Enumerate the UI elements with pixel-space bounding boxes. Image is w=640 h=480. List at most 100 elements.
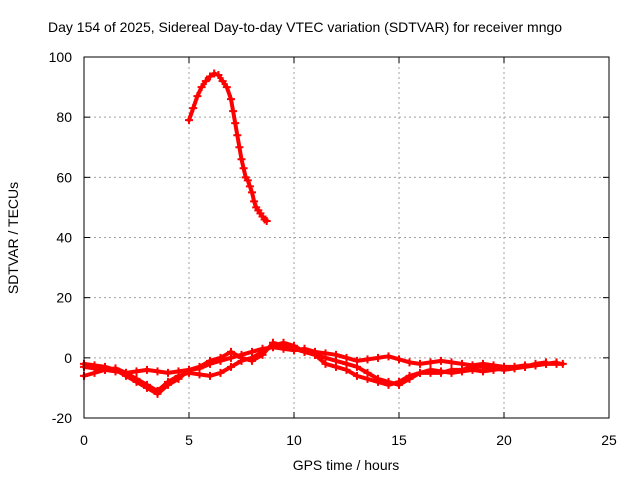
- data-point: [542, 358, 550, 367]
- data-point: [90, 361, 99, 370]
- data-point: [185, 365, 193, 374]
- data-point: [437, 356, 445, 365]
- data-point: [363, 374, 372, 383]
- grid-lines: [84, 57, 609, 418]
- data-point: [237, 353, 246, 362]
- data-point: [552, 358, 561, 367]
- data-point: [164, 368, 172, 377]
- data-point: [237, 155, 246, 164]
- data-point: [132, 367, 141, 376]
- x-axis-ticks: 0 5 10 15 20 25: [80, 57, 617, 448]
- data-point: [111, 365, 120, 374]
- data-point: [447, 358, 456, 367]
- series-line: [187, 71, 269, 223]
- x-tick-label: 5: [185, 432, 193, 448]
- data-point: [235, 143, 244, 152]
- data-point: [300, 347, 309, 356]
- data-point: [195, 370, 204, 379]
- data-point: [218, 77, 227, 86]
- data-point: [395, 355, 403, 364]
- data-point: [489, 364, 498, 373]
- data-point: [193, 92, 202, 101]
- data-point: [222, 83, 231, 92]
- data-point: [243, 176, 252, 185]
- data-point: [206, 356, 214, 365]
- data-point: [258, 350, 267, 359]
- data-points: [80, 69, 567, 398]
- data-point: [426, 368, 435, 377]
- data-point: [248, 356, 256, 365]
- data-point: [447, 365, 456, 374]
- data-point: [90, 368, 99, 377]
- data-point: [521, 362, 529, 371]
- data-point: [227, 362, 235, 371]
- data-point: [216, 353, 225, 362]
- data-point: [458, 365, 466, 374]
- data-point: [321, 359, 330, 368]
- data-point: [311, 350, 319, 359]
- data-point: [206, 72, 214, 81]
- data-point: [153, 367, 162, 376]
- data-point: [174, 374, 183, 383]
- y-tick-label: 60: [56, 169, 72, 185]
- data-point: [164, 380, 172, 389]
- data-point: [248, 188, 256, 197]
- x-tick-label: 10: [286, 432, 302, 448]
- data-point: [143, 383, 151, 392]
- data-point: [185, 116, 193, 125]
- data-point: [374, 377, 382, 386]
- y-tick-label: 0: [64, 350, 72, 366]
- x-tick-label: 0: [80, 432, 88, 448]
- x-tick-label: 15: [391, 432, 407, 448]
- data-point: [132, 377, 141, 386]
- data-point: [342, 365, 351, 374]
- chart-title: Day 154 of 2025, Sidereal Day-to-day VTE…: [48, 19, 562, 35]
- series-line: [82, 340, 559, 393]
- data-point: [279, 341, 288, 350]
- data-point: [122, 371, 130, 380]
- data-point: [437, 368, 445, 377]
- data-point: [250, 197, 259, 206]
- y-tick-label: 40: [56, 230, 72, 246]
- data-point: [353, 371, 361, 380]
- data-point: [384, 352, 393, 361]
- series-track-c: [80, 338, 550, 398]
- data-point: [227, 347, 235, 356]
- x-axis-title: GPS time / hours: [293, 457, 400, 473]
- data-point: [416, 368, 424, 377]
- data-point: [231, 119, 240, 128]
- data-point: [101, 362, 109, 371]
- data-point: [229, 107, 238, 116]
- data-point: [195, 362, 204, 371]
- y-tick-label: 20: [56, 290, 72, 306]
- data-point: [363, 355, 372, 364]
- data-point: [479, 362, 487, 371]
- data-point: [332, 362, 340, 371]
- data-point: [201, 77, 210, 86]
- data-point: [384, 380, 393, 389]
- data-point: [468, 362, 477, 371]
- data-point: [374, 353, 382, 362]
- data-point: [531, 359, 540, 368]
- data-point: [262, 216, 271, 225]
- data-point: [510, 364, 519, 373]
- data-point: [189, 104, 198, 113]
- data-point: [395, 377, 403, 386]
- data-point: [426, 358, 435, 367]
- series-high-arc: [185, 69, 271, 225]
- data-point: [143, 365, 151, 374]
- y-tick-label: 100: [49, 49, 73, 65]
- data-point: [405, 371, 414, 380]
- data-point: [245, 182, 254, 191]
- data-point: [153, 389, 162, 398]
- y-tick-label: -20: [52, 410, 72, 426]
- data-point: [269, 338, 277, 347]
- data-point: [558, 359, 567, 368]
- data-point: [405, 358, 414, 367]
- data-point: [206, 371, 214, 380]
- data-point: [227, 95, 235, 104]
- y-axis-title: SDTVAR / TECUs: [5, 182, 21, 294]
- data-point: [214, 71, 223, 80]
- data-point: [233, 131, 242, 140]
